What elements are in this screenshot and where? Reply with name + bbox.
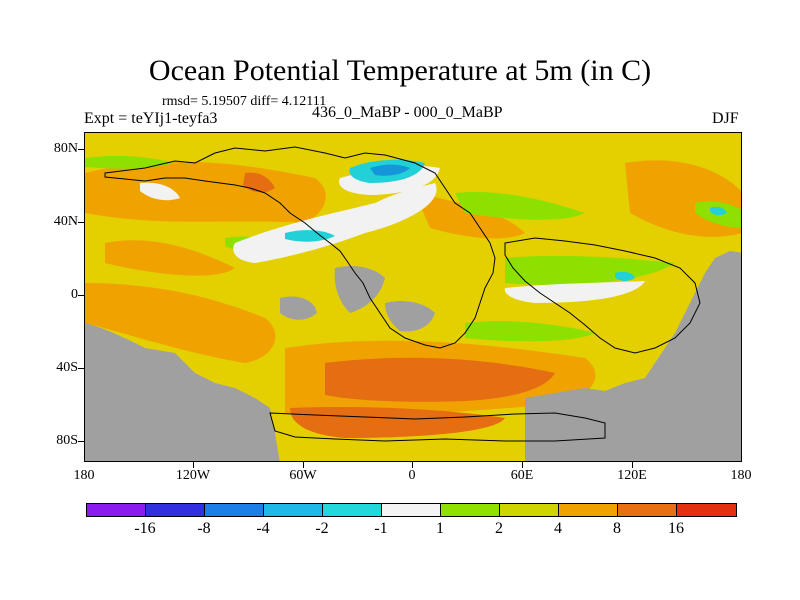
lon-tick: [522, 462, 523, 468]
colorbar-segment: [146, 504, 205, 516]
coastline-east: [504, 237, 701, 354]
lat-label-80s: 80S: [56, 433, 78, 448]
colorbar-label: -8: [197, 520, 211, 537]
colorbar-segment: [205, 504, 264, 516]
colorbar-label: -2: [315, 520, 329, 537]
green-band-south: [465, 321, 595, 342]
warm-region-south-pacific: [85, 283, 276, 363]
lat-label-0: 0: [71, 287, 78, 302]
cyan-region-atlantic: [285, 230, 335, 242]
colorbar-label: 8: [613, 520, 621, 537]
colorbar-label: -4: [256, 520, 270, 537]
warm-region-north-pacific: [85, 161, 326, 223]
hot-spot-north: [243, 172, 275, 193]
lat-label-80n: 80N: [53, 141, 78, 156]
lon-tick: [193, 462, 194, 468]
land-southeast: [525, 251, 741, 461]
hot-region-southern-ocean: [325, 357, 555, 402]
colorbar-segment: [264, 504, 323, 516]
cyan-spot-east: [615, 271, 635, 281]
colorbar-segment: [87, 504, 146, 516]
map-svg: [85, 133, 741, 461]
cyan-spot-far-east: [710, 206, 727, 216]
land-central: [334, 266, 385, 313]
lat-tick: [78, 149, 84, 150]
colorbar-label: -1: [374, 520, 388, 537]
lon-label-60w: 60W: [289, 468, 317, 483]
coastline-antarctic: [269, 412, 606, 442]
land-central-south: [385, 301, 435, 332]
experiment-label: Expt = teYIj1-teyfa3: [84, 110, 218, 127]
white-region-pacific: [140, 182, 180, 201]
lat-tick: [78, 368, 84, 369]
coastline-main: [104, 146, 496, 349]
hot-region-antarctic: [290, 407, 505, 438]
lat-tick: [78, 441, 84, 442]
lat-label-40s: 40S: [56, 360, 78, 375]
colorbar-segment: [559, 504, 618, 516]
colorbar-segment: [441, 504, 500, 516]
blue-region-north: [370, 164, 410, 176]
colorbar-label: 1: [436, 520, 444, 537]
warm-region-tropical-pacific: [105, 240, 235, 276]
white-region-equatorial: [504, 281, 645, 303]
lon-tick: [303, 462, 304, 468]
lon-label-180e: 180: [730, 468, 752, 483]
colorbar-label: -16: [134, 520, 156, 537]
map-panel: [84, 132, 742, 462]
lat-label-40n: 40N: [53, 214, 78, 229]
colorbar-segment: [323, 504, 382, 516]
lon-label-120w: 120W: [175, 468, 211, 483]
lon-label-120e: 120E: [617, 468, 647, 483]
land-west-patch: [280, 296, 317, 320]
green-band-arctic: [85, 155, 175, 169]
colorbar-segment: [618, 504, 677, 516]
lon-tick: [632, 462, 633, 468]
lon-label-0: 0: [408, 468, 416, 483]
white-region-atlantic: [233, 183, 437, 263]
lat-tick: [78, 295, 84, 296]
colorbar-label: 4: [554, 520, 562, 537]
lon-label-60e: 60E: [510, 468, 534, 483]
colorbar: [86, 503, 737, 517]
lon-tick: [412, 462, 413, 468]
colorbar-segment: [500, 504, 559, 516]
colorbar-label: 2: [495, 520, 503, 537]
colorbar-label: 16: [668, 520, 684, 537]
colorbar-segment: [382, 504, 441, 516]
lon-label-180w: 180: [73, 468, 95, 483]
map-title: Ocean Potential Temperature at 5m (in C): [148, 54, 652, 87]
land-southwest: [85, 323, 280, 461]
green-band-north: [455, 192, 585, 220]
lat-tick: [78, 222, 84, 223]
colorbar-segment: [677, 504, 736, 516]
season-label: DJF: [712, 110, 739, 127]
difference-label: 436_0_MaBP - 000_0_MaBP: [312, 104, 503, 121]
stats-text: rmsd= 5.19507 diff= 4.12111: [162, 94, 327, 109]
warm-region-mid: [415, 193, 525, 239]
